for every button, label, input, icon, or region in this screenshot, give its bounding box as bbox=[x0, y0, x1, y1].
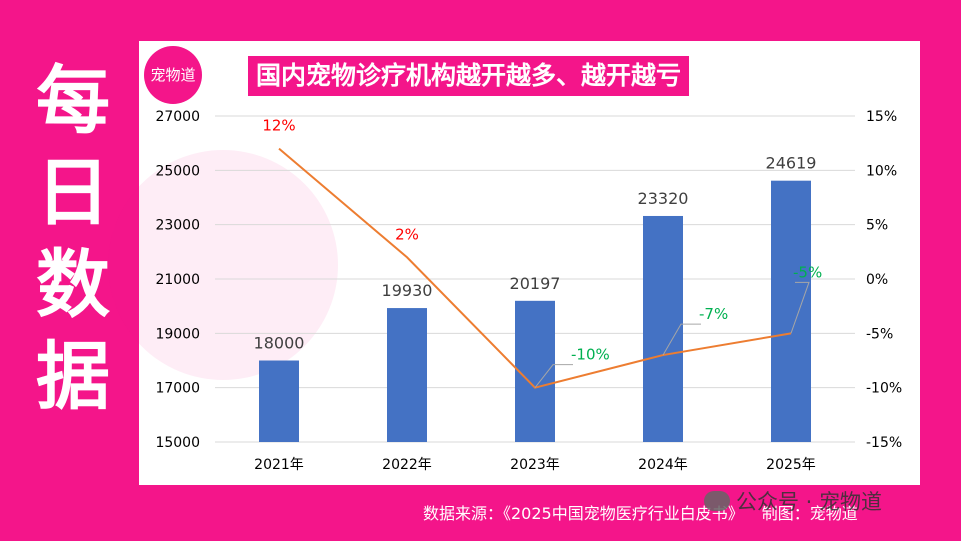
line-data-label: -7% bbox=[699, 305, 728, 323]
y-right-tick-label: 10% bbox=[866, 163, 897, 179]
line-data-label: 12% bbox=[262, 117, 295, 135]
watermark-circle bbox=[108, 150, 338, 380]
x-tick-label: 2023年 bbox=[510, 457, 560, 473]
bar-data-label: 23320 bbox=[638, 189, 689, 208]
y-right-tick-label: 0% bbox=[866, 272, 888, 288]
leader-line bbox=[790, 281, 810, 334]
logo-text: 宠物道 bbox=[150, 66, 196, 84]
wechat-watermark: 公众号 · 宠物道 bbox=[704, 486, 882, 516]
footer: 数据来源：《2025中国宠物医疗行业白皮书》 制图：宠物道 bbox=[423, 500, 858, 524]
x-tick-label: 2024年 bbox=[638, 457, 688, 473]
y-right-tick-label: -5% bbox=[866, 326, 893, 342]
y-right-tick-label: 5% bbox=[866, 218, 888, 234]
leader-line bbox=[662, 323, 701, 356]
x-tick-label: 2022年 bbox=[382, 457, 432, 473]
y-left-tick-label: 27000 bbox=[155, 109, 200, 125]
chart-title: 国内宠物诊疗机构越开越多、越开越亏 bbox=[248, 56, 690, 96]
bar-data-label: 18000 bbox=[254, 334, 305, 353]
side-title: 每日数据 bbox=[18, 58, 128, 420]
y-left-tick-label: 25000 bbox=[155, 163, 200, 179]
bar bbox=[387, 308, 427, 442]
x-tick-label: 2021年 bbox=[254, 457, 304, 473]
y-right-tick-label: 15% bbox=[866, 109, 897, 125]
y-left-tick-label: 19000 bbox=[155, 326, 200, 342]
y-left-tick-label: 21000 bbox=[155, 272, 200, 288]
bar-data-label: 19930 bbox=[382, 281, 433, 300]
line-data-label: -5% bbox=[793, 263, 822, 281]
wechat-icon bbox=[704, 491, 730, 511]
bar bbox=[771, 180, 811, 442]
x-tick-label: 2025年 bbox=[766, 457, 816, 473]
bar-data-label: 24619 bbox=[766, 154, 817, 173]
line-data-label: 2% bbox=[395, 225, 419, 243]
bar bbox=[259, 360, 299, 442]
leader-line bbox=[534, 364, 573, 388]
logo: 宠物道 bbox=[144, 46, 202, 104]
made-by-text: 制图：宠物道 bbox=[761, 504, 858, 523]
side-title-char: 每 bbox=[36, 58, 110, 144]
side-title-char: 据 bbox=[36, 334, 110, 420]
wechat-account: 公众号 · 宠物道 bbox=[736, 490, 883, 514]
bar-data-label: 20197 bbox=[510, 274, 561, 293]
side-title-char: 日 bbox=[36, 150, 110, 236]
bar bbox=[643, 215, 683, 442]
y-left-tick-label: 15000 bbox=[155, 435, 200, 451]
y-left-tick-label: 17000 bbox=[155, 381, 200, 397]
y-right-tick-label: -10% bbox=[866, 381, 902, 397]
line-data-label: -10% bbox=[571, 346, 610, 364]
source-text: 数据来源：《2025中国宠物医疗行业白皮书》 bbox=[423, 504, 744, 523]
y-right-tick-label: -15% bbox=[866, 435, 902, 451]
side-title-char: 数 bbox=[36, 242, 110, 328]
y-left-tick-label: 23000 bbox=[155, 218, 200, 234]
bar bbox=[515, 300, 555, 442]
